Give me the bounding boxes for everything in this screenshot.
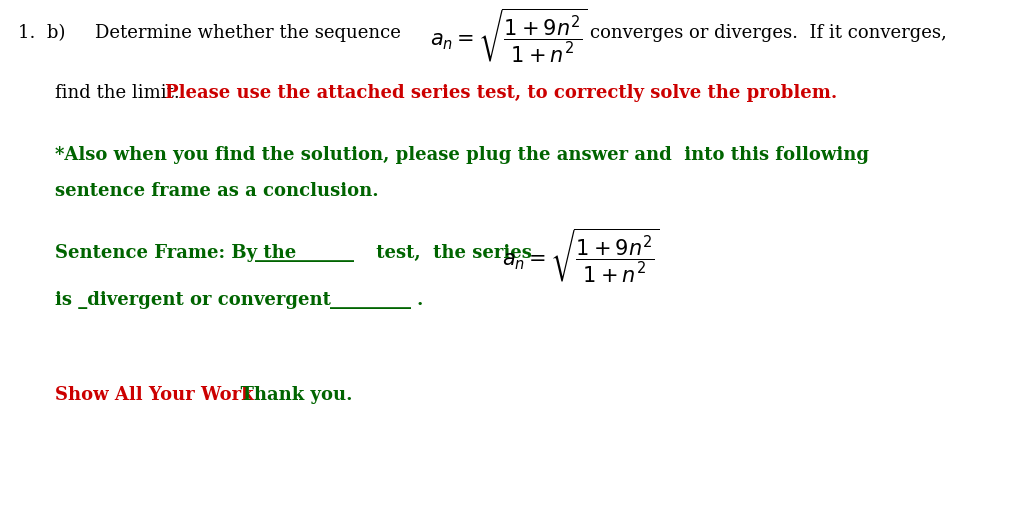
Text: Show All Your Work!: Show All Your Work! bbox=[55, 386, 261, 404]
Text: ___________: ___________ bbox=[255, 244, 354, 262]
Text: Determine whether the sequence: Determine whether the sequence bbox=[95, 24, 401, 42]
Text: $a_n = \sqrt{\dfrac{1+9n^2}{1+n^2}}$: $a_n = \sqrt{\dfrac{1+9n^2}{1+n^2}}$ bbox=[502, 227, 659, 284]
Text: *Also when you find the solution, please plug the answer and  into this followin: *Also when you find the solution, please… bbox=[55, 146, 869, 164]
Text: 1.  b): 1. b) bbox=[18, 24, 65, 42]
Text: .: . bbox=[416, 291, 422, 309]
Text: test,  the series: test, the series bbox=[370, 244, 538, 262]
Text: $a_n = \sqrt{\dfrac{1+9n^2}{1+n^2}}$: $a_n = \sqrt{\dfrac{1+9n^2}{1+n^2}}$ bbox=[430, 6, 588, 64]
Text: Thank you.: Thank you. bbox=[228, 386, 352, 404]
Text: Please use the attached series test, to correctly solve the problem.: Please use the attached series test, to … bbox=[165, 84, 838, 102]
Text: is _divergent or convergent: is _divergent or convergent bbox=[55, 291, 331, 309]
Text: find the limit.: find the limit. bbox=[55, 84, 180, 102]
Text: _________: _________ bbox=[330, 291, 411, 309]
Text: sentence frame as a conclusion.: sentence frame as a conclusion. bbox=[55, 182, 379, 200]
Text: Sentence Frame: By the: Sentence Frame: By the bbox=[55, 244, 303, 262]
Text: converges or diverges.  If it converges,: converges or diverges. If it converges, bbox=[590, 24, 947, 42]
